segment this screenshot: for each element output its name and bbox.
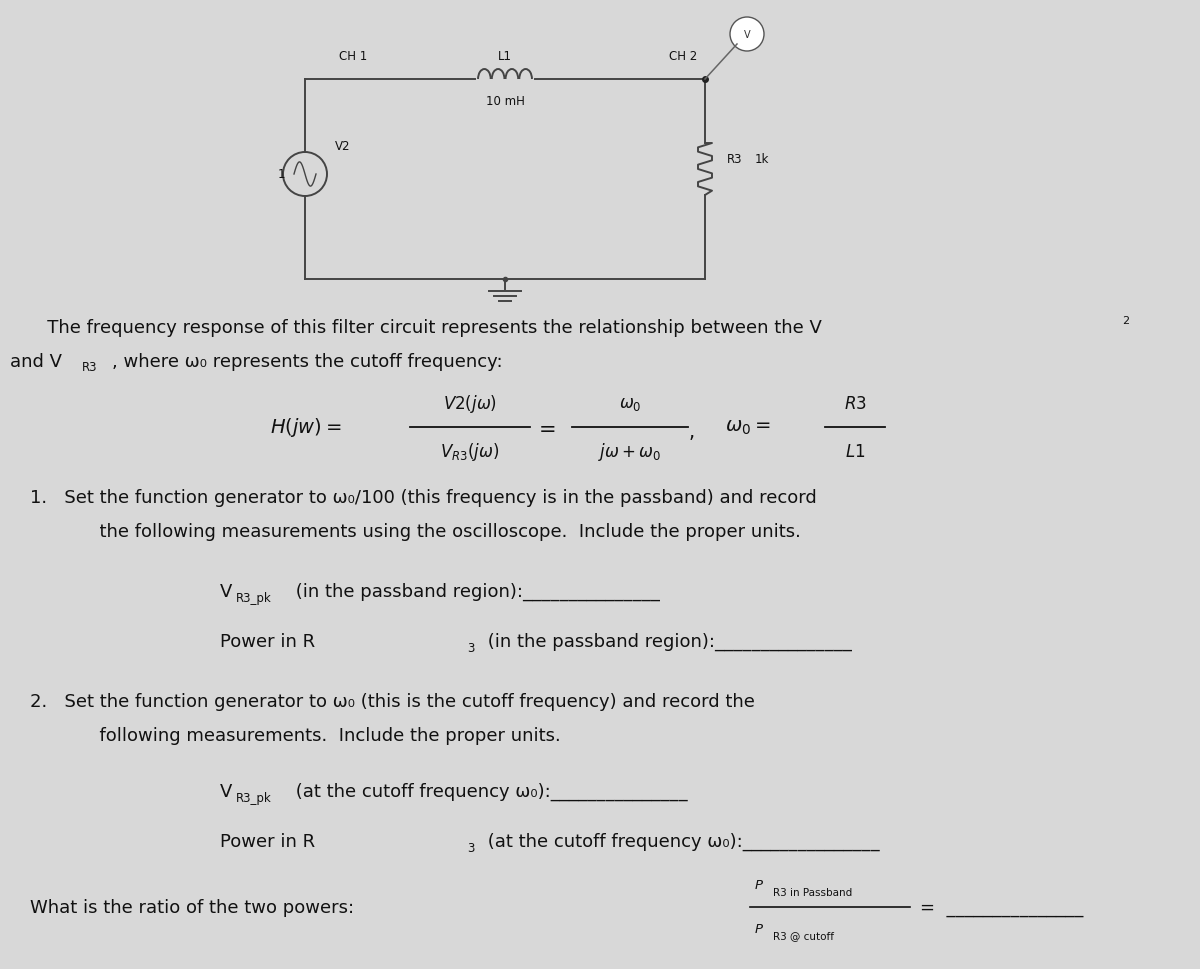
Text: V: V bbox=[744, 30, 750, 40]
Text: and V: and V bbox=[10, 353, 62, 370]
Text: P: P bbox=[755, 879, 763, 891]
Circle shape bbox=[730, 18, 764, 52]
Text: 1.   Set the function generator to ω₀/100 (this frequency is in the passband) an: 1. Set the function generator to ω₀/100 … bbox=[30, 488, 817, 507]
Text: R3_pk: R3_pk bbox=[236, 592, 271, 605]
Text: 3: 3 bbox=[467, 641, 474, 655]
Text: 10 mH: 10 mH bbox=[486, 95, 524, 109]
Text: CH 1: CH 1 bbox=[338, 50, 367, 63]
Text: 2.   Set the function generator to ω₀ (this is the cutoff frequency) and record : 2. Set the function generator to ω₀ (thi… bbox=[30, 692, 755, 710]
Text: (at the cutoff frequency ω₀):_______________: (at the cutoff frequency ω₀):___________… bbox=[290, 782, 688, 800]
Text: R3 in Passband: R3 in Passband bbox=[773, 887, 852, 897]
Text: V2: V2 bbox=[335, 141, 350, 153]
Text: $V_{R3}(j\omega)$: $V_{R3}(j\omega)$ bbox=[440, 441, 499, 462]
Text: $H(jw) =$: $H(jw) =$ bbox=[270, 416, 342, 439]
Text: $j\omega + \omega_0$: $j\omega + \omega_0$ bbox=[599, 441, 661, 462]
Text: (in the passband region):_______________: (in the passband region):_______________ bbox=[290, 582, 660, 601]
Text: L1: L1 bbox=[498, 50, 512, 63]
Text: What is the ratio of the two powers:: What is the ratio of the two powers: bbox=[30, 898, 354, 916]
Text: the following measurements using the oscilloscope.  Include the proper units.: the following measurements using the osc… bbox=[65, 522, 800, 541]
Text: , where ω₀ represents the cutoff frequency:: , where ω₀ represents the cutoff frequen… bbox=[112, 353, 503, 370]
Text: $L1$: $L1$ bbox=[845, 443, 865, 460]
Text: The frequency response of this filter circuit represents the relationship betwee: The frequency response of this filter ci… bbox=[30, 319, 822, 336]
Text: (in the passband region):_______________: (in the passband region):_______________ bbox=[482, 632, 852, 650]
Text: $R3$: $R3$ bbox=[844, 394, 866, 413]
Text: R3 @ cutoff: R3 @ cutoff bbox=[773, 930, 834, 940]
Text: (at the cutoff frequency ω₀):_______________: (at the cutoff frequency ω₀):___________… bbox=[482, 832, 880, 850]
Text: 1k: 1k bbox=[755, 153, 769, 167]
Text: Power in R: Power in R bbox=[220, 633, 316, 650]
Text: $\omega_0 =$: $\omega_0 =$ bbox=[725, 418, 770, 437]
Text: $\omega_0$: $\omega_0$ bbox=[619, 394, 641, 413]
Text: Power in R: Power in R bbox=[220, 832, 316, 850]
Text: following measurements.  Include the proper units.: following measurements. Include the prop… bbox=[65, 726, 560, 744]
Text: 3: 3 bbox=[467, 842, 474, 855]
Text: V: V bbox=[220, 782, 233, 800]
Text: ,: , bbox=[689, 423, 695, 442]
Text: V: V bbox=[220, 582, 233, 601]
Text: 2: 2 bbox=[1122, 316, 1129, 326]
Text: CH 2: CH 2 bbox=[668, 50, 697, 63]
Text: R3_pk: R3_pk bbox=[236, 792, 271, 804]
Text: R3: R3 bbox=[82, 361, 97, 374]
Text: 1: 1 bbox=[277, 169, 284, 181]
Text: $V2(j\omega)$: $V2(j\omega)$ bbox=[443, 392, 497, 415]
Text: R3: R3 bbox=[727, 153, 743, 167]
Text: =  _______________: = _______________ bbox=[920, 898, 1084, 916]
Text: P: P bbox=[755, 922, 763, 935]
Text: $=$: $=$ bbox=[534, 418, 556, 438]
